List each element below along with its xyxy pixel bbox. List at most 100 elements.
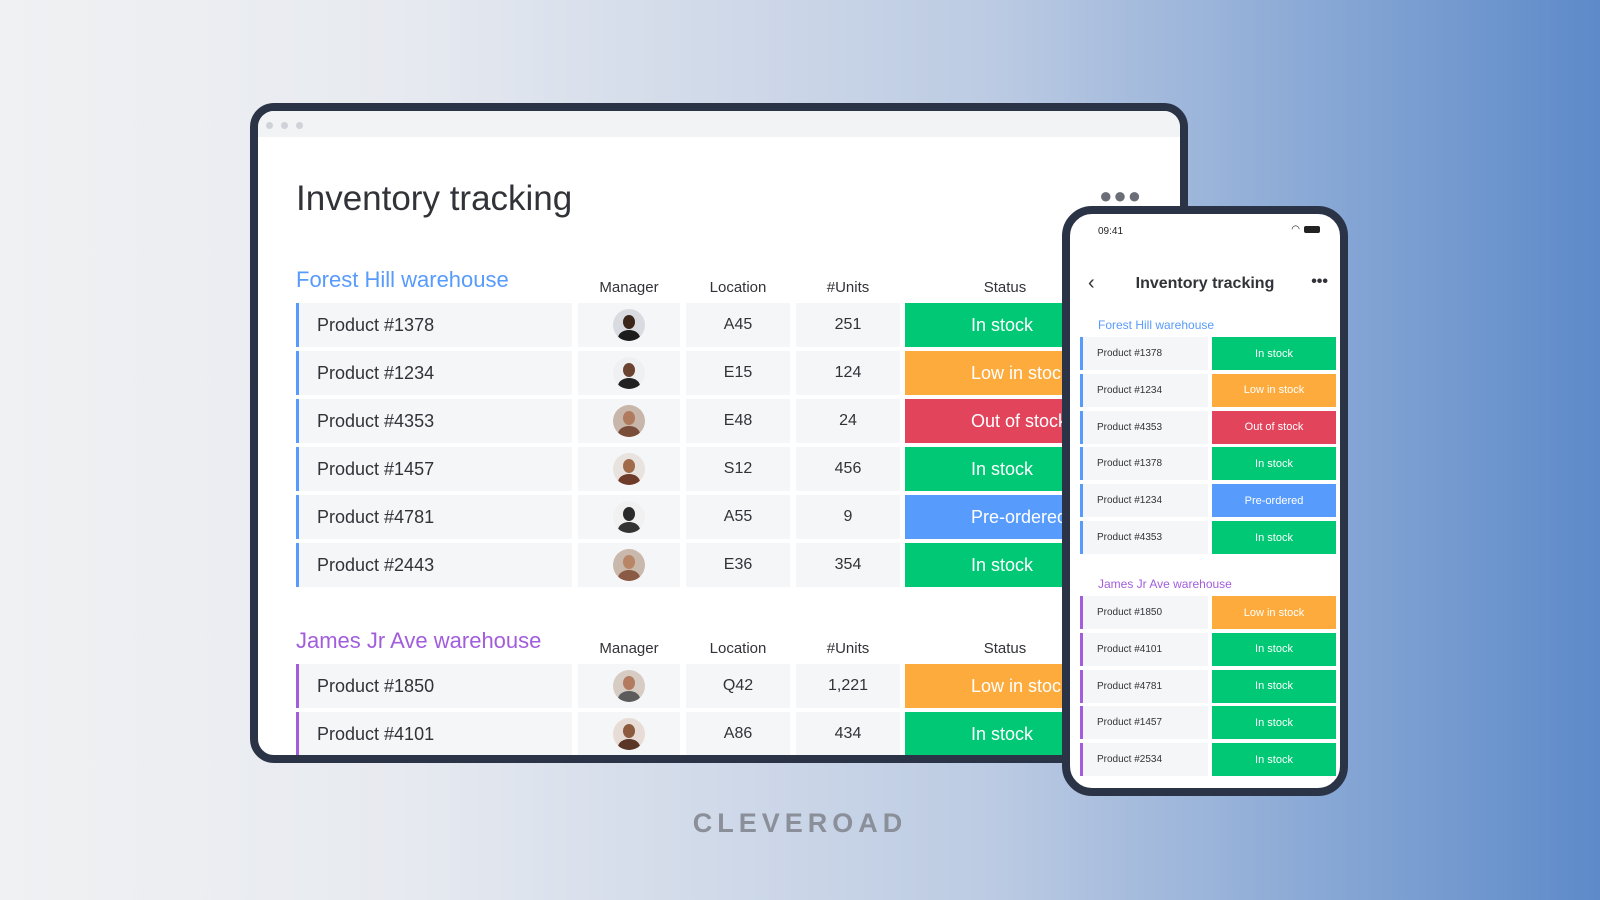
phone-status-badge[interactable]: In stock [1212, 521, 1336, 554]
manager-cell[interactable] [578, 399, 680, 443]
phone-list-row[interactable]: Product #4353 In stock [1080, 521, 1336, 554]
phone-group-title-forest-hill[interactable]: Forest Hill warehouse [1098, 318, 1215, 332]
product-name-cell[interactable]: Product #1850 [296, 664, 572, 708]
units-cell[interactable]: 456 [796, 447, 900, 491]
phone-product-name[interactable]: Product #4781 [1080, 669, 1208, 703]
avatar[interactable] [613, 549, 645, 581]
manager-cell[interactable] [578, 447, 680, 491]
table-row[interactable]: Product #1850 Q42 1,221 Low in stock [296, 664, 1156, 708]
avatar-body [618, 474, 640, 485]
phone-status-badge[interactable]: In stock [1212, 743, 1336, 777]
phone-status-badge[interactable]: In stock [1212, 669, 1336, 703]
table-row[interactable]: Product #1378 A45 251 In stock [296, 303, 1156, 347]
window-dot-icon[interactable] [296, 122, 303, 129]
product-name-cell[interactable]: Product #4101 [296, 712, 572, 755]
units-cell[interactable]: 251 [796, 303, 900, 347]
more-horizontal-icon[interactable]: ••• [1311, 273, 1328, 290]
avatar[interactable] [613, 309, 645, 341]
phone-status-icons: ◠ [1291, 224, 1320, 235]
phone-list-row[interactable]: Product #1234 Pre-ordered [1080, 484, 1336, 518]
avatar-head [623, 459, 635, 473]
units-cell[interactable]: 354 [796, 543, 900, 587]
phone-product-name[interactable]: Product #2534 [1080, 743, 1208, 777]
units-cell[interactable]: 1,221 [796, 664, 900, 708]
phone-list-row[interactable]: Product #1457 In stock [1080, 706, 1336, 740]
table-row[interactable]: Product #4353 E48 24 Out of stock [296, 399, 1156, 443]
desktop-window: Inventory tracking ●●● Forest Hill wareh… [250, 103, 1188, 763]
location-cell[interactable]: E15 [686, 351, 790, 395]
location-cell[interactable]: S12 [686, 447, 790, 491]
product-name-cell[interactable]: Product #2443 [296, 543, 572, 587]
page-title: Inventory tracking [296, 179, 573, 218]
product-name-cell[interactable]: Product #1457 [296, 447, 572, 491]
phone-product-name[interactable]: Product #4101 [1080, 632, 1208, 666]
phone-product-name[interactable]: Product #1378 [1080, 447, 1208, 481]
manager-cell[interactable] [578, 543, 680, 587]
avatar[interactable] [613, 718, 645, 750]
avatar[interactable] [613, 405, 645, 437]
avatar-head [623, 507, 635, 521]
brand-wordmark: CLEVEROAD [692, 808, 908, 838]
manager-cell[interactable] [578, 664, 680, 708]
group-title-james-jr-ave[interactable]: James Jr Ave warehouse [296, 628, 542, 653]
manager-cell[interactable] [578, 351, 680, 395]
location-cell[interactable]: E48 [686, 399, 790, 443]
location-cell[interactable]: A86 [686, 712, 790, 755]
table-row[interactable]: Product #1234 E15 124 Low in stock [296, 351, 1156, 395]
group-title-forest-hill[interactable]: Forest Hill warehouse [296, 267, 509, 292]
phone-list-row[interactable]: Product #1850 Low in stock [1080, 596, 1336, 629]
product-name-cell[interactable]: Product #1234 [296, 351, 572, 395]
table-row[interactable]: Product #2443 E36 354 In stock [296, 543, 1156, 587]
phone-status-badge[interactable]: In stock [1212, 706, 1336, 740]
phone-list-row[interactable]: Product #4781 In stock [1080, 669, 1336, 703]
units-cell[interactable]: 24 [796, 399, 900, 443]
avatar[interactable] [613, 357, 645, 389]
phone-status-badge[interactable]: Out of stock [1212, 410, 1336, 444]
window-dot-icon[interactable] [266, 122, 273, 129]
product-name-cell[interactable]: Product #4353 [296, 399, 572, 443]
phone-status-badge[interactable]: Pre-ordered [1212, 484, 1336, 518]
phone-status-badge[interactable]: In stock [1212, 337, 1336, 370]
phone-list-row[interactable]: Product #4353 Out of stock [1080, 410, 1336, 444]
phone-product-name[interactable]: Product #4353 [1080, 410, 1208, 444]
manager-cell[interactable] [578, 303, 680, 347]
manager-cell[interactable] [578, 495, 680, 539]
more-horizontal-icon[interactable]: ●●● [1099, 183, 1142, 208]
manager-cell[interactable] [578, 712, 680, 755]
phone-group-title-james-jr-ave[interactable]: James Jr Ave warehouse [1098, 577, 1232, 591]
units-cell[interactable]: 124 [796, 351, 900, 395]
avatar[interactable] [613, 453, 645, 485]
phone-status-badge[interactable]: Low in stock [1212, 596, 1336, 629]
avatar[interactable] [613, 670, 645, 702]
column-header-units: #Units [826, 640, 870, 657]
phone-status-badge[interactable]: In stock [1212, 447, 1336, 481]
table-row[interactable]: Product #4101 A86 434 In stock [296, 712, 1156, 755]
product-name-cell[interactable]: Product #4781 [296, 495, 572, 539]
phone-status-badge[interactable]: In stock [1212, 632, 1336, 666]
location-cell[interactable]: A45 [686, 303, 790, 347]
phone-list-row[interactable]: Product #1234 Low in stock [1080, 373, 1336, 407]
phone-list-row[interactable]: Product #2534 In stock [1080, 743, 1336, 777]
column-header-status: Status [983, 279, 1027, 296]
phone-product-name[interactable]: Product #1234 [1080, 373, 1208, 407]
phone-list-row[interactable]: Product #1378 In stock [1080, 337, 1336, 370]
phone-product-name[interactable]: Product #1378 [1080, 337, 1208, 370]
table-row[interactable]: Product #4781 A55 9 Pre-ordered [296, 495, 1156, 539]
phone-product-name[interactable]: Product #1457 [1080, 706, 1208, 740]
table-row[interactable]: Product #1457 S12 456 In stock [296, 447, 1156, 491]
phone-list-row[interactable]: Product #4101 In stock [1080, 632, 1336, 666]
phone-status-badge[interactable]: Low in stock [1212, 373, 1336, 407]
window-dot-icon[interactable] [281, 122, 288, 129]
phone-product-name[interactable]: Product #1850 [1080, 596, 1208, 629]
phone-product-name[interactable]: Product #1234 [1080, 484, 1208, 518]
avatar[interactable] [613, 501, 645, 533]
back-chevron-icon[interactable]: ‹ [1088, 272, 1095, 294]
location-cell[interactable]: A55 [686, 495, 790, 539]
phone-product-name[interactable]: Product #4353 [1080, 521, 1208, 554]
location-cell[interactable]: E36 [686, 543, 790, 587]
units-cell[interactable]: 9 [796, 495, 900, 539]
product-name-cell[interactable]: Product #1378 [296, 303, 572, 347]
phone-list-row[interactable]: Product #1378 In stock [1080, 447, 1336, 481]
units-cell[interactable]: 434 [796, 712, 900, 755]
location-cell[interactable]: Q42 [686, 664, 790, 708]
